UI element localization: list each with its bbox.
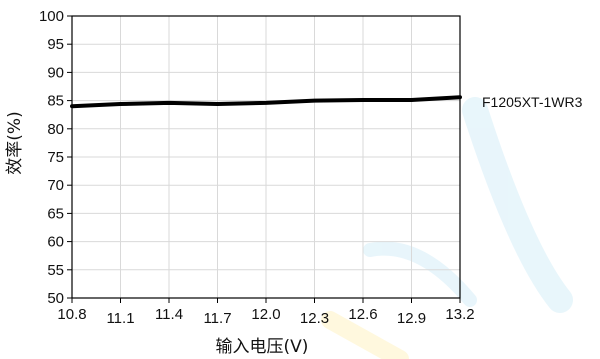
- y-tick-label: 85: [47, 93, 64, 110]
- axes: [67, 15, 461, 303]
- x-tick-label: 11.1: [106, 310, 134, 327]
- x-axis-title: 输入电压(V): [216, 337, 309, 357]
- y-tick-label: 90: [47, 64, 64, 81]
- x-tick-label: 11.4: [155, 306, 183, 323]
- x-tick-label: 13.2: [445, 306, 474, 323]
- y-axis-title: 效率(%): [5, 111, 25, 174]
- series-label: F1205XT-1WR3: [482, 94, 583, 110]
- y-tick-label: 55: [47, 262, 64, 279]
- series-line: [70, 95, 462, 109]
- y-tick-label: 50: [47, 290, 64, 307]
- y-tick-label: 95: [47, 36, 64, 53]
- y-tick-label: 75: [47, 149, 64, 166]
- y-tick-label: 70: [47, 177, 64, 194]
- y-tick-label: 60: [47, 234, 64, 251]
- series-lines: [70, 95, 462, 109]
- y-tick-label: 100: [39, 8, 64, 25]
- y-tick-label: 65: [47, 205, 64, 222]
- x-tick-label: 12.9: [397, 310, 426, 327]
- x-tick-label: 12.3: [300, 310, 329, 327]
- x-tick-label: 12.0: [251, 306, 280, 323]
- y-tick-labels: 50 55 60 65 70 75 80 85 90 95 100: [39, 8, 64, 307]
- x-tick-label: 11.7: [203, 310, 231, 327]
- x-tick-labels: 10.8 11.1 11.4 11.7 12.0 12.3 12.6 12.9 13.2: [57, 306, 474, 327]
- x-tick-label: 10.8: [57, 306, 86, 323]
- watermark: [321, 97, 573, 359]
- plot-frame: [71, 15, 461, 299]
- x-tick-label: 12.6: [348, 306, 377, 323]
- y-tick-label: 80: [47, 121, 64, 138]
